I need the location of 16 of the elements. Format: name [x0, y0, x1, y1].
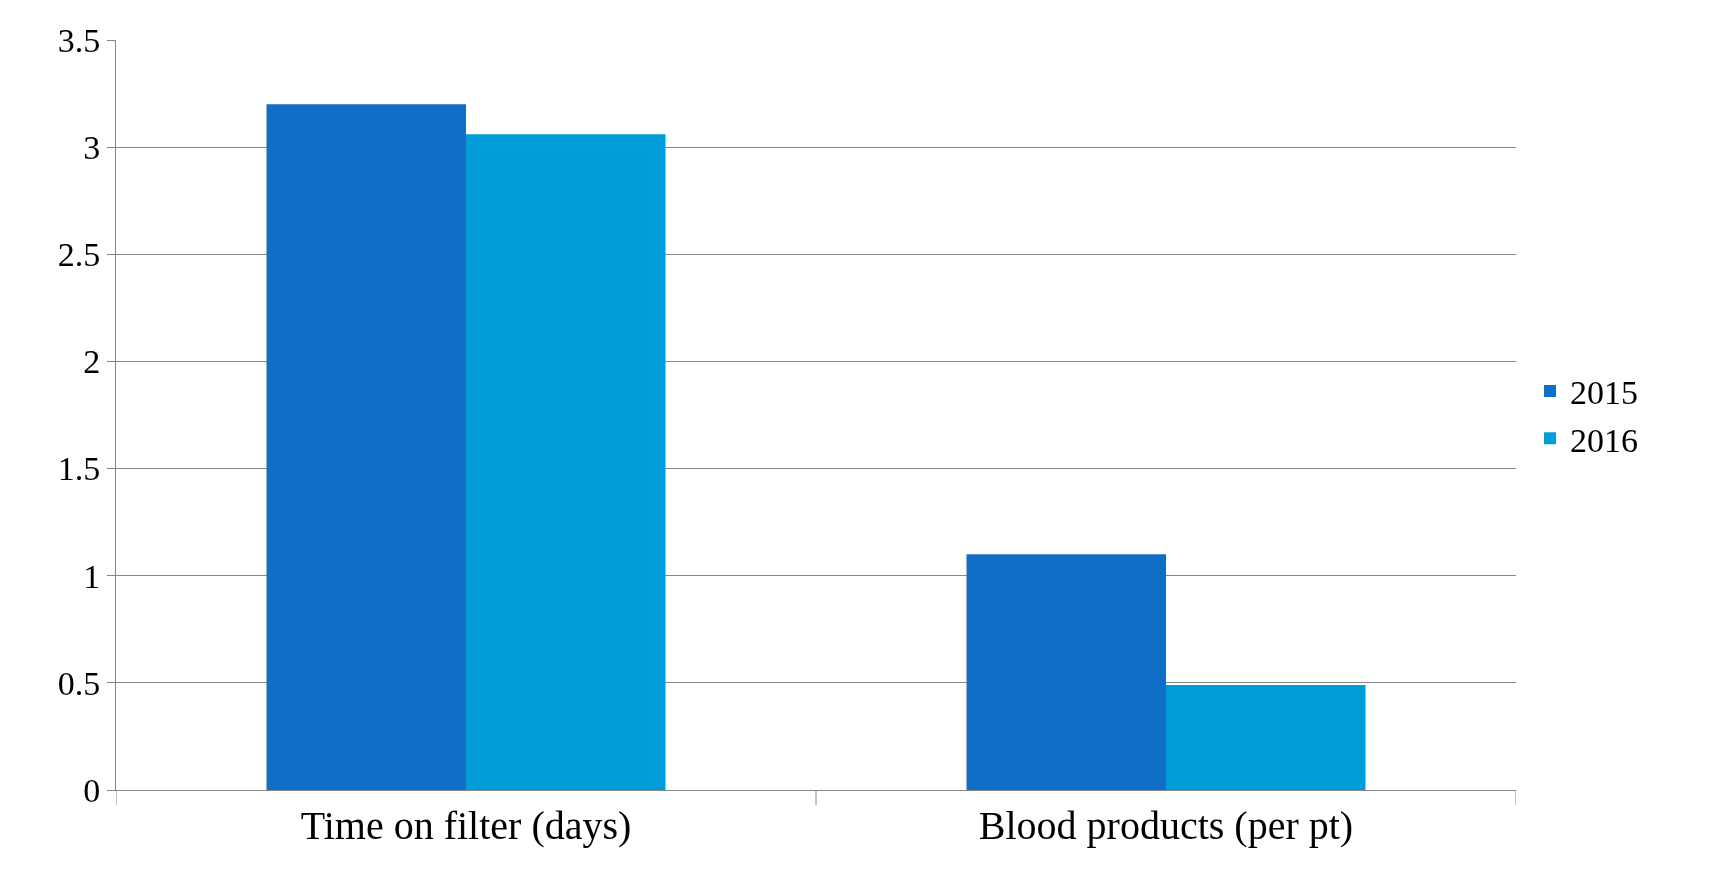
y-tick-label: 3.5	[57, 21, 101, 59]
y-tick-label: 2	[83, 343, 101, 381]
bar	[1166, 685, 1366, 790]
y-tick-label: 0.5	[57, 664, 101, 702]
bar	[266, 104, 466, 790]
y-tick-label: 0	[83, 771, 101, 809]
legend-label: 2015	[1570, 374, 1638, 412]
y-tick-label: 1	[83, 557, 101, 595]
y-tick-label: 1.5	[57, 450, 101, 488]
x-tick-label: Blood products (per pt)	[978, 803, 1354, 848]
x-tick-label: Time on filter (days)	[300, 803, 632, 848]
bar	[966, 554, 1166, 790]
bar	[466, 134, 666, 790]
y-tick-label: 3	[83, 129, 101, 167]
y-tick-label: 2.5	[57, 236, 101, 274]
legend-label: 2016	[1570, 421, 1638, 459]
